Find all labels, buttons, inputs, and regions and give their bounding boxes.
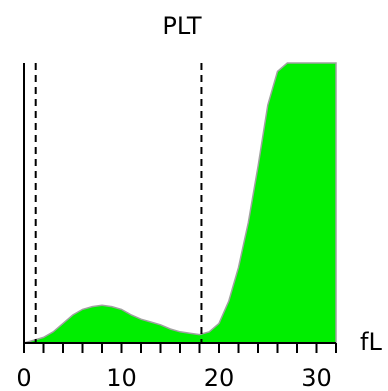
histogram-area-layer xyxy=(23,62,337,344)
x-axis-unit-label: fL xyxy=(360,328,382,356)
x-tick-label-layer: 0 10 20 30 xyxy=(16,364,331,391)
chart-title: PLT xyxy=(162,12,202,40)
histogram-area xyxy=(23,62,337,344)
threshold-marker-layer xyxy=(34,63,203,343)
x-tick-layer xyxy=(23,343,337,353)
x-tick-label-20: 20 xyxy=(204,364,235,391)
x-tick-label-10: 10 xyxy=(106,364,137,391)
x-tick-label-30: 30 xyxy=(301,364,332,391)
x-tick-label-0: 0 xyxy=(16,364,31,391)
